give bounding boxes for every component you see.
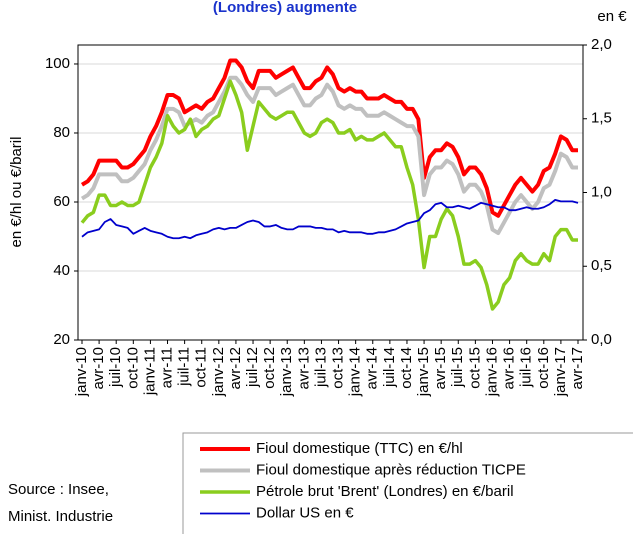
legend-label: Pétrole brut 'Brent' (Londres) en €/bari… <box>256 483 514 500</box>
x-tick-label: juil-15 <box>449 347 466 388</box>
y-tick-label: 20 <box>53 331 70 348</box>
x-tick-label: oct-14 <box>398 347 415 389</box>
legend-label: Dollar US en € <box>256 504 354 521</box>
series-line <box>80 58 578 218</box>
x-tick-label: avr-10 <box>90 347 107 390</box>
legend-box <box>182 432 633 534</box>
x-tick-label: janv-12 <box>210 347 227 397</box>
x-tick-label: avr-16 <box>501 347 518 390</box>
y2-tick-label: 0,5 <box>591 257 612 274</box>
x-tick-label: juil-12 <box>244 347 261 388</box>
x-tick-label: janv-13 <box>278 347 295 397</box>
y-tick-label: 60 <box>53 193 70 210</box>
x-tick-label: oct-12 <box>261 347 278 389</box>
y-tick-label: 40 <box>53 262 70 279</box>
source-text: Source : Insee, <box>8 481 109 498</box>
chart-title: (Londres) augmente <box>213 0 357 16</box>
x-tick-label: oct-13 <box>330 347 347 389</box>
plot-frame <box>77 44 584 341</box>
x-tick-label: oct-11 <box>193 347 210 388</box>
y-tick-label: 100 <box>45 55 70 72</box>
x-tick-label: janv-16 <box>483 347 500 397</box>
x-tick-label: janv-14 <box>347 347 364 397</box>
x-tick-label: avr-15 <box>432 347 449 390</box>
y2-axis-label: en € <box>597 8 627 25</box>
y-tick-label: 80 <box>53 124 70 141</box>
x-tick-label: avr-11 <box>158 347 175 388</box>
x-tick-label: oct-16 <box>535 347 552 389</box>
x-tick-label: janv-15 <box>415 347 432 397</box>
x-tick-label: oct-10 <box>124 347 141 389</box>
series-line <box>81 198 579 240</box>
x-tick-label: juil-11 <box>176 347 193 387</box>
x-tick-label: janv-10 <box>73 347 90 397</box>
y2-tick-label: 1,5 <box>591 110 612 127</box>
x-tick-label: juil-13 <box>312 347 329 388</box>
legend-label: Fioul domestique (TTC) en €/hl <box>256 440 463 457</box>
x-tick-label: avr-14 <box>364 347 381 390</box>
x-tick-label: juil-14 <box>381 347 398 388</box>
x-tick-label: avr-12 <box>227 347 244 390</box>
x-tick-label: juil-10 <box>107 347 124 388</box>
x-tick-label: juil-16 <box>518 347 535 388</box>
series-line <box>80 75 578 236</box>
x-tick-label: janv-11 <box>141 347 158 396</box>
x-tick-label: janv-17 <box>552 347 569 397</box>
y2-tick-label: 2,0 <box>591 36 612 53</box>
y2-tick-label: 1,0 <box>591 183 612 200</box>
x-tick-label: avr-13 <box>295 347 312 390</box>
y2-tick-label: 0,0 <box>591 331 612 348</box>
x-tick-label: oct-15 <box>466 347 483 389</box>
series-line <box>80 79 578 311</box>
x-tick-label: avr-17 <box>569 347 586 390</box>
legend-label: Fioul domestique après réduction TICPE <box>256 461 526 478</box>
y-axis-label: en €/hl ou €/baril <box>8 137 25 248</box>
source-text: Minist. Industrie <box>8 508 113 525</box>
